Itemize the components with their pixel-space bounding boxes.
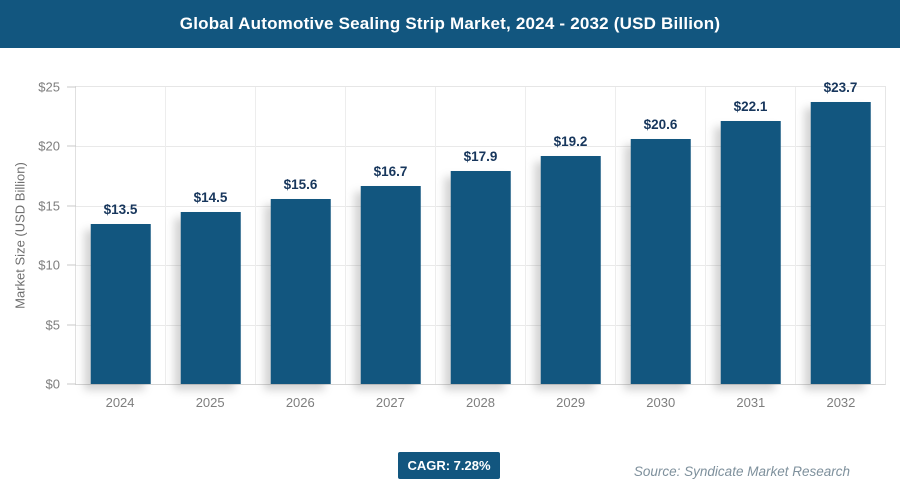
bar-group-2027: $16.7 — [345, 87, 435, 384]
bar-value-label: $17.9 — [463, 149, 498, 165]
bar-group-2032: $23.7 — [795, 80, 885, 384]
bar-2028[interactable]: $17.9 — [450, 149, 511, 384]
bar-2026[interactable]: $15.6 — [270, 177, 331, 384]
bar-group-2029: $19.2 — [525, 87, 615, 384]
y-tick-label: $20 — [38, 138, 60, 154]
x-tick-label: 2026 — [285, 395, 315, 410]
bar-2029[interactable]: $19.2 — [540, 134, 601, 384]
y-axis-title: Market Size (USD Billion) — [12, 162, 28, 309]
bar-value-label: $13.5 — [103, 201, 138, 217]
bar-2027[interactable]: $16.7 — [360, 164, 421, 384]
y-tick-mark — [67, 205, 76, 207]
y-tick-label: $0 — [45, 376, 60, 392]
bar-value-label: $19.2 — [553, 133, 588, 149]
y-tick-mark — [67, 145, 76, 147]
bars-container: $13.5 $14.5 $15.6 $16.7 $17.9 — [76, 80, 885, 384]
y-tick-mark — [67, 383, 76, 385]
bar-value-label: $23.7 — [823, 80, 858, 96]
x-axis-labels: 2024 2025 2026 2027 2028 2029 2030 2031 … — [75, 395, 886, 410]
y-tick-label: $25 — [38, 79, 60, 95]
x-tick-label: 2028 — [466, 395, 495, 410]
bar-2030[interactable]: $20.6 — [630, 117, 691, 384]
x-tick-label: 2030 — [646, 395, 676, 410]
gridline-20 — [76, 146, 885, 148]
bar-group-2025: $14.5 — [165, 87, 255, 384]
bar-value-label: $20.6 — [643, 117, 678, 133]
source-credit: Source: Syndicate Market Research — [633, 464, 850, 479]
bar-group-2031: $22.1 — [705, 87, 795, 384]
bar-value-label: $22.1 — [733, 99, 768, 115]
bar-2032[interactable]: $23.7 — [810, 80, 871, 384]
y-tick-label: $5 — [45, 317, 60, 333]
bar-value-label: $14.5 — [193, 189, 228, 205]
bar-group-2024: $13.5 — [76, 87, 165, 384]
bar-2024[interactable]: $13.5 — [90, 202, 151, 384]
bar-2025[interactable]: $14.5 — [180, 190, 241, 384]
bar-value-label: $16.7 — [373, 163, 408, 179]
y-tick-label: $15 — [38, 198, 60, 214]
y-tick-label: $10 — [38, 257, 60, 273]
y-tick-mark — [67, 324, 76, 326]
chart-title-bar: Global Automotive Sealing Strip Market, … — [0, 0, 900, 48]
chart-title: Global Automotive Sealing Strip Market, … — [179, 14, 721, 33]
y-tick-mark — [67, 86, 76, 88]
x-tick-label: 2029 — [556, 395, 586, 410]
x-tick-label: 2031 — [736, 395, 766, 410]
x-tick-label: 2025 — [195, 395, 225, 410]
x-tick-label: 2032 — [826, 395, 856, 410]
cagr-badge: CAGR: 7.28% — [398, 452, 500, 479]
bar-group-2026: $15.6 — [255, 87, 345, 384]
bar-2031[interactable]: $22.1 — [720, 99, 781, 384]
x-tick-label: 2027 — [375, 395, 405, 410]
bar-value-label: $15.6 — [283, 176, 318, 192]
bar-group-2028: $17.9 — [435, 87, 525, 384]
plot-area: $25 $20 $15 $10 $5 $0 $13.5 $14.5 $15.6 — [38, 80, 886, 392]
bar-group-2030: $20.6 — [615, 87, 705, 384]
x-tick-label: 2024 — [105, 395, 135, 410]
y-tick-mark — [67, 264, 76, 266]
